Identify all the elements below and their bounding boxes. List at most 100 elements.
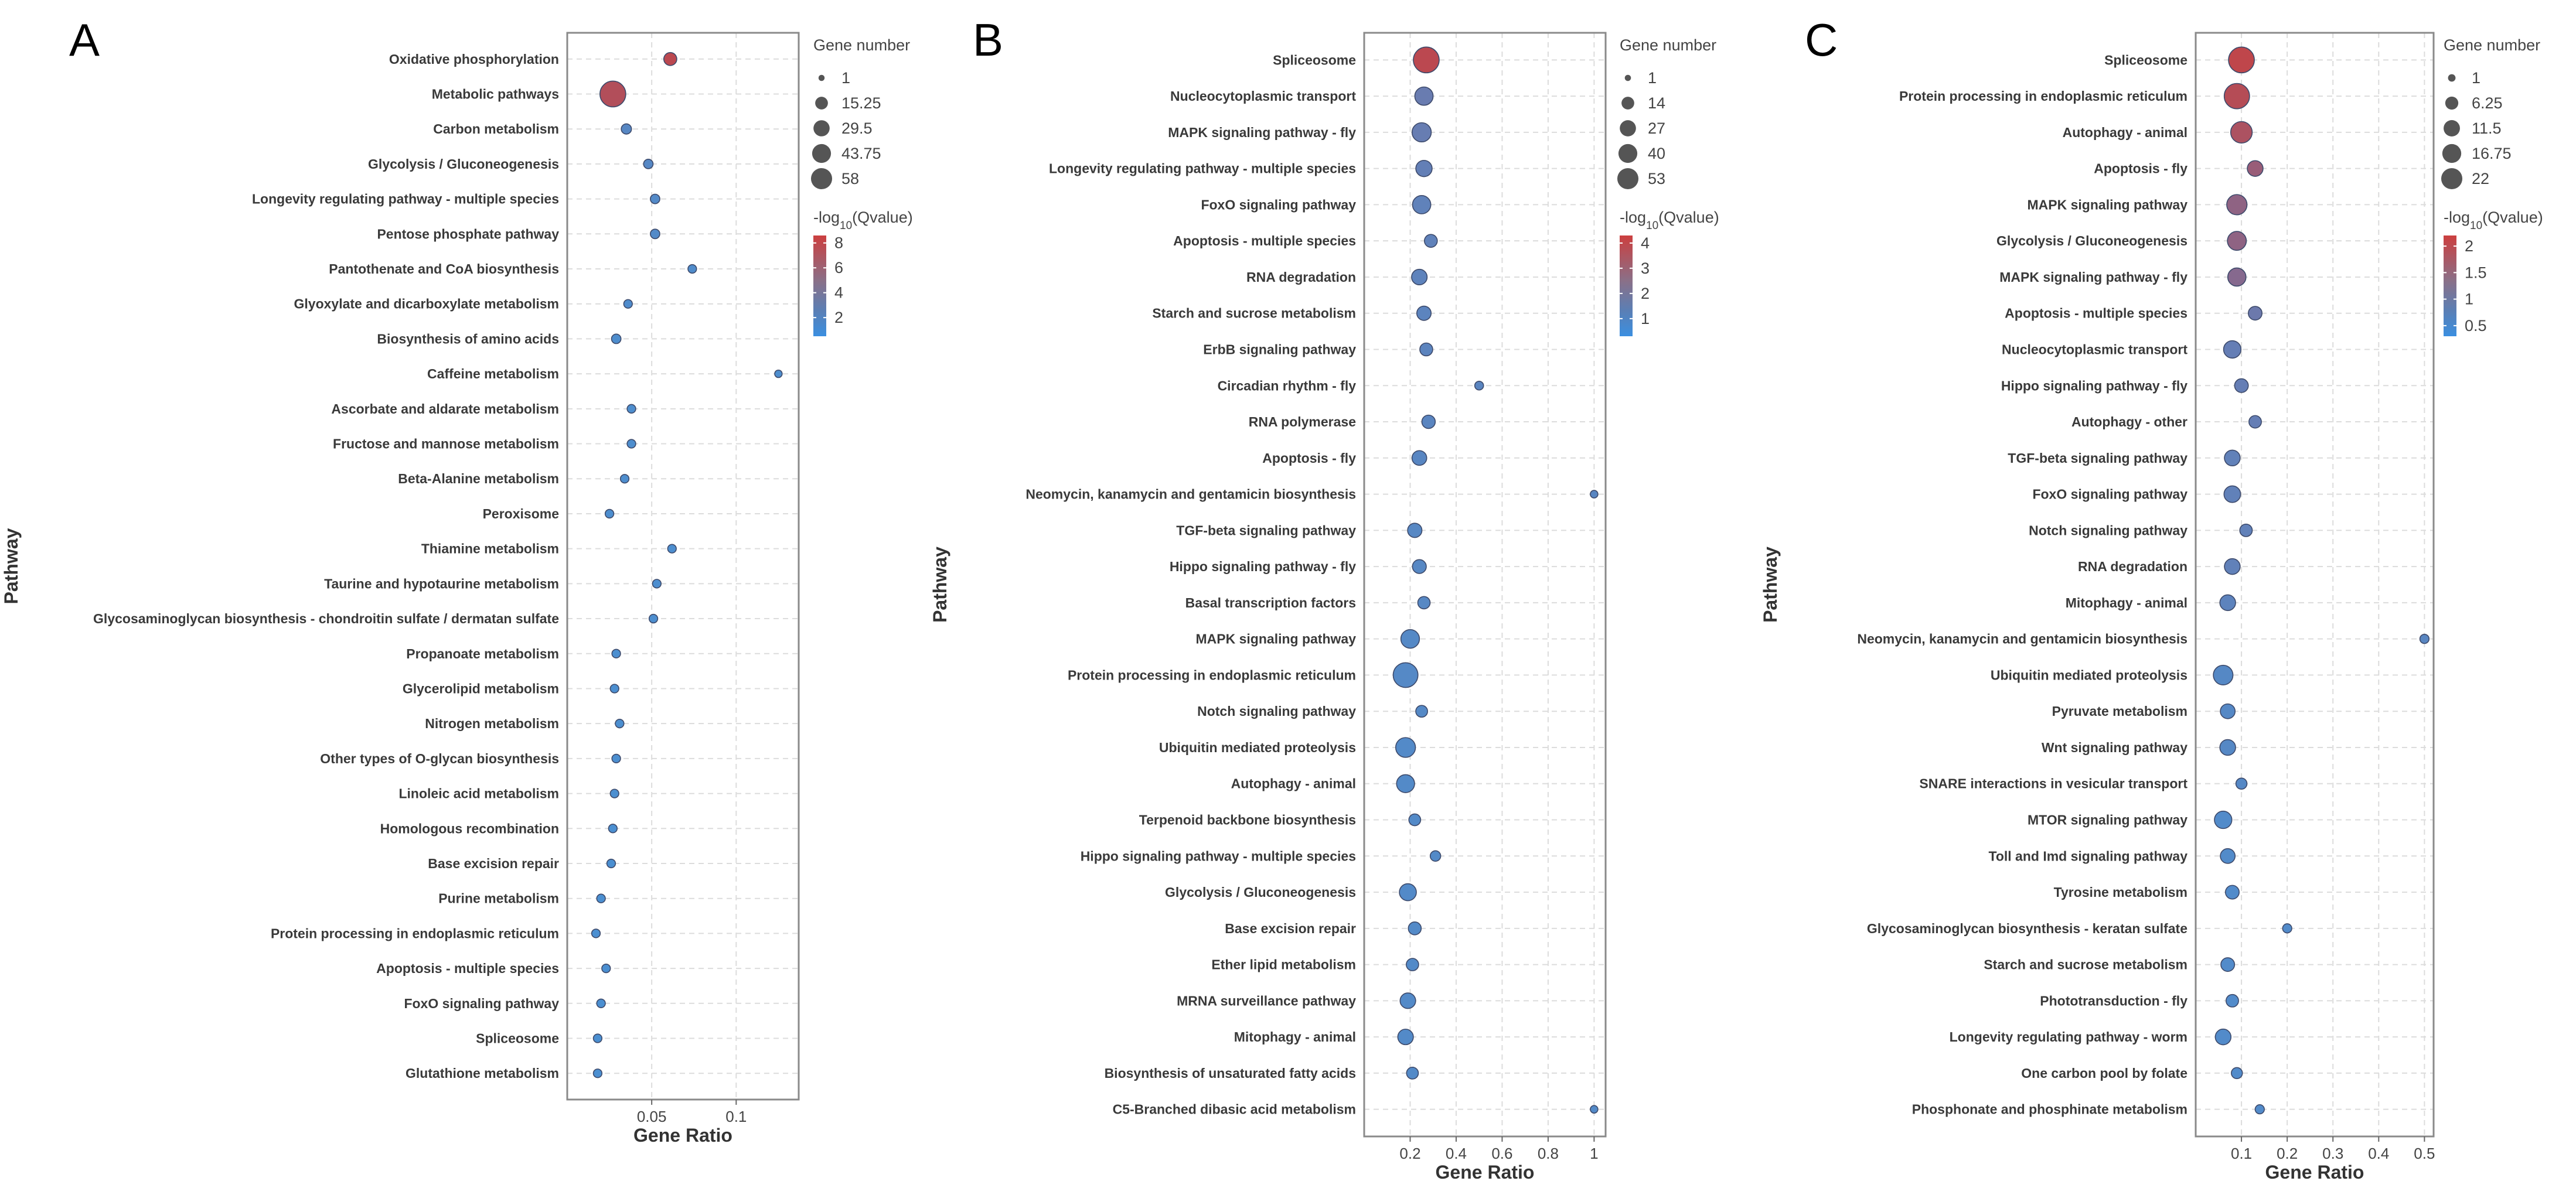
data-point bbox=[1411, 122, 1432, 143]
pathway-label: RNA degradation bbox=[2078, 559, 2187, 574]
data-point bbox=[596, 998, 606, 1008]
pathway-label: SNARE interactions in vesicular transpor… bbox=[1919, 776, 2187, 791]
size-legend-symbol bbox=[1621, 97, 1634, 110]
pathway-label: Glyoxylate and dicarboxylate metabolism bbox=[294, 296, 560, 312]
data-point bbox=[2247, 160, 2264, 177]
data-point bbox=[1399, 992, 1416, 1009]
panel-letter: C bbox=[1805, 14, 1838, 66]
size-legend-symbol bbox=[810, 168, 833, 190]
pathway-label: Glycolysis / Gluconeogenesis bbox=[1165, 885, 1356, 900]
pathway-label: Protein processing in endoplasmic reticu… bbox=[271, 926, 559, 941]
size-legend-label: 40 bbox=[1648, 145, 1665, 162]
data-point bbox=[2230, 121, 2253, 144]
data-point bbox=[1416, 305, 1432, 321]
pathway-label: MRNA surveillance pathway bbox=[1177, 993, 1356, 1008]
size-legend-symbol bbox=[2442, 144, 2462, 163]
size-legend-label: 11.5 bbox=[2472, 120, 2502, 137]
x-axis-title: Gene Ratio bbox=[633, 1125, 732, 1146]
pathway-label: Base excision repair bbox=[1225, 921, 1356, 936]
size-legend-label: 16.75 bbox=[2472, 145, 2512, 162]
size-legend-symbol bbox=[2441, 168, 2463, 190]
data-point bbox=[606, 858, 616, 869]
pathway-label: Tyrosine metabolism bbox=[2054, 885, 2187, 900]
data-point bbox=[2227, 231, 2247, 251]
pathway-label: MAPK signaling pathway - fly bbox=[1168, 125, 1356, 140]
data-point bbox=[611, 753, 621, 764]
data-point bbox=[2248, 415, 2262, 429]
data-point bbox=[609, 788, 619, 798]
data-point bbox=[2224, 558, 2241, 575]
pathway-label: Starch and sucrose metabolism bbox=[1984, 957, 2187, 972]
pathway-label: Apoptosis - fly bbox=[2094, 161, 2187, 176]
color-legend-bar bbox=[813, 235, 826, 336]
pathway-label: Metabolic pathways bbox=[432, 86, 559, 101]
y-axis-title: Pathway bbox=[1760, 547, 1781, 623]
size-legend-symbol bbox=[815, 97, 828, 110]
pathway-label: Oxidative phosphorylation bbox=[389, 52, 559, 67]
data-point bbox=[611, 648, 621, 658]
pathway-label: Glycerolipid metabolism bbox=[403, 681, 559, 696]
data-point bbox=[1411, 268, 1428, 286]
data-point bbox=[596, 893, 606, 903]
pathway-label: RNA degradation bbox=[1246, 269, 1356, 285]
data-point bbox=[592, 1033, 603, 1043]
data-point bbox=[648, 613, 659, 624]
x-tick-label: 0.1 bbox=[2231, 1145, 2252, 1162]
pathway-label: Homologous recombination bbox=[380, 821, 559, 836]
data-point bbox=[601, 963, 611, 974]
data-point bbox=[591, 928, 601, 938]
x-axis-title: Gene Ratio bbox=[1436, 1162, 1535, 1183]
color-legend-bar bbox=[1620, 235, 1633, 336]
data-point bbox=[1412, 195, 1432, 214]
pathway-label: Other types of O-glycan biosynthesis bbox=[320, 751, 559, 766]
panel-b: B Spliceosome Nucleocytoplasmic transport M… bbox=[929, 14, 1719, 1183]
size-legend-symbol bbox=[1620, 120, 1636, 136]
panel-letter: B bbox=[973, 14, 1003, 66]
pathway-label: Neomycin, kanamycin and gentamicin biosy… bbox=[1025, 487, 1356, 502]
panel-a: A Oxidative phosphorylation Metabolic path… bbox=[1, 14, 913, 1146]
pathway-label: Propanoate metabolism bbox=[406, 646, 559, 661]
panel-c: C Spliceosome Protein processing in endopl… bbox=[1760, 14, 2543, 1183]
data-point bbox=[2220, 848, 2236, 864]
data-point bbox=[2223, 485, 2241, 503]
size-legend-label: 22 bbox=[2472, 170, 2489, 187]
pathway-label: Taurine and hypotaurine metabolism bbox=[324, 576, 559, 591]
pathway-label: Neomycin, kanamycin and gentamicin biosy… bbox=[1857, 631, 2187, 647]
pathway-label: Phototransduction - fly bbox=[2040, 993, 2187, 1008]
size-legend-symbol bbox=[2448, 74, 2456, 82]
size-legend-title: Gene number bbox=[813, 36, 910, 54]
pathway-label: Spliceosome bbox=[2104, 52, 2187, 67]
data-point bbox=[2226, 994, 2239, 1008]
size-legend-symbol bbox=[813, 120, 830, 136]
data-point bbox=[1395, 737, 1416, 758]
data-point bbox=[2224, 449, 2241, 467]
color-legend-label: 0.5 bbox=[2465, 317, 2487, 334]
pathway-label: Hippo signaling pathway - fly bbox=[1170, 559, 1356, 574]
pathway-label: Mitophagy - animal bbox=[2066, 595, 2187, 610]
size-legend-label: 27 bbox=[1648, 120, 1665, 137]
pathway-label: Peroxisome bbox=[483, 506, 559, 521]
data-point bbox=[608, 824, 618, 834]
pathway-label: Wnt signaling pathway bbox=[2042, 740, 2187, 755]
plot-frame bbox=[566, 32, 800, 1101]
x-tick-label: 0.8 bbox=[1538, 1145, 1559, 1162]
pathway-label: Linoleic acid metabolism bbox=[398, 786, 559, 801]
size-legend-label: 43.75 bbox=[841, 145, 881, 162]
pathway-label: MAPK signaling pathway bbox=[1196, 631, 1357, 647]
size-legend-label: 1 bbox=[841, 69, 850, 87]
data-point bbox=[623, 299, 633, 309]
color-legend-label: 4 bbox=[834, 284, 843, 302]
pathway-label: Apoptosis - multiple species bbox=[1173, 233, 1356, 248]
data-point bbox=[2219, 739, 2236, 756]
data-point bbox=[774, 369, 783, 378]
data-point bbox=[599, 80, 626, 108]
pathway-label: Spliceosome bbox=[476, 1031, 559, 1046]
pathway-label: Longevity regulating pathway - multiple … bbox=[1049, 161, 1356, 176]
data-point bbox=[1408, 813, 1422, 827]
panel-letter: A bbox=[69, 14, 100, 66]
data-point bbox=[609, 684, 619, 694]
data-point bbox=[1406, 958, 1419, 971]
x-tick-label: 0.6 bbox=[1491, 1145, 1512, 1162]
pathway-label: Starch and sucrose metabolism bbox=[1152, 306, 1356, 321]
x-tick-label: 0.4 bbox=[2368, 1145, 2389, 1162]
